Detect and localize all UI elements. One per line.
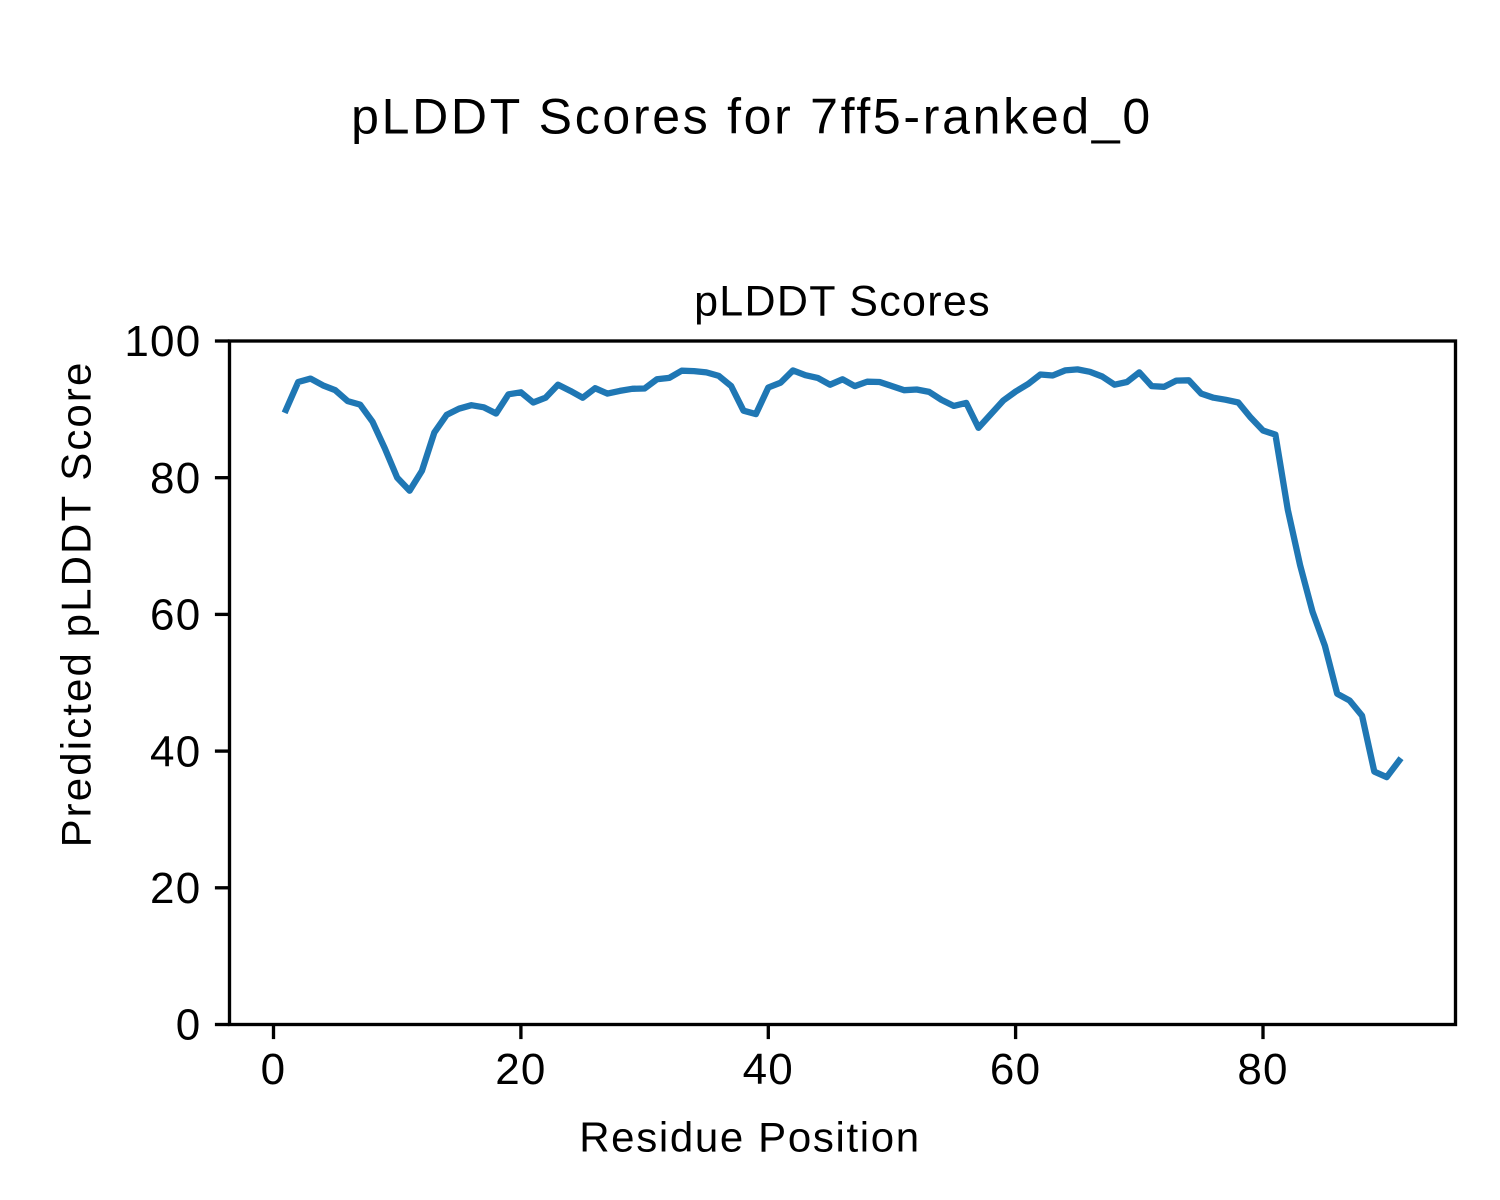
svg-text:60: 60 [990, 1045, 1041, 1094]
svg-text:40: 40 [743, 1045, 794, 1094]
svg-text:Residue Position: Residue Position [579, 1114, 921, 1161]
svg-text:80: 80 [1237, 1045, 1288, 1094]
svg-text:60: 60 [150, 591, 201, 640]
svg-text:pLDDT Scores for 7ff5-ranked_0: pLDDT Scores for 7ff5-ranked_0 [351, 89, 1153, 145]
svg-text:40: 40 [150, 727, 201, 776]
svg-text:0: 0 [261, 1045, 287, 1094]
svg-text:20: 20 [495, 1045, 546, 1094]
svg-text:0: 0 [176, 1001, 202, 1050]
svg-text:100: 100 [124, 317, 201, 366]
svg-text:80: 80 [150, 454, 201, 503]
svg-text:pLDDT Scores: pLDDT Scores [694, 278, 991, 326]
svg-text:20: 20 [150, 864, 201, 913]
svg-text:Predicted pLDDT Score: Predicted pLDDT Score [53, 361, 100, 848]
